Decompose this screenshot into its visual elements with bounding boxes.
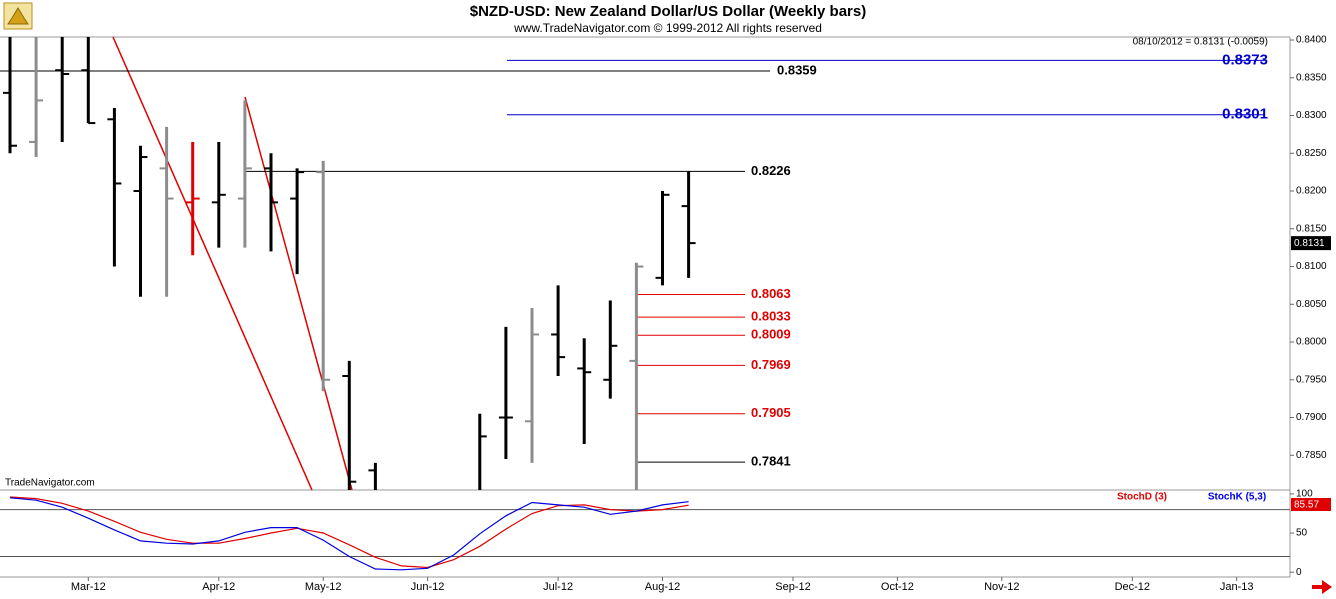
y-tick-label: 0.8200 [1296,186,1327,197]
price-readout: 08/10/2012 = 0.8131 (-0.0059) [1133,37,1268,48]
annotations: 0.8400 0.8350 0.8300 0.8250 0.8200 0.8150 0.81… [71,35,1331,593]
y-tick-label: 0.8050 [1296,299,1327,310]
y-tick-label: 0 [1296,567,1302,578]
level-label: 0.8226 [751,163,791,178]
level-label: 0.7969 [751,357,791,372]
stoch-line [9,496,689,569]
readout-label: 85.57 [1294,500,1319,511]
last-price-box [1291,236,1331,251]
watermark: TradeNavigator.com [5,478,95,489]
level-label: 0.8063 [751,286,791,301]
x-tick-label: Apr-12 [202,581,235,593]
level-label: 0.8033 [751,309,791,324]
chart-title: $NZD-USD: New Zealand Dollar/US Dollar (… [470,3,866,20]
x-tick-label: Aug-12 [645,581,680,593]
trend-line [244,96,353,490]
y-tick-label: 0.7950 [1296,374,1327,385]
level-label: 0.7905 [751,405,791,420]
y-tick-label: 100 [1296,489,1313,500]
level-label: 0.7841 [751,454,791,469]
y-tick-label: 0.8300 [1296,110,1327,121]
x-tick-label: Jun-12 [411,581,445,593]
price-panel [0,37,1265,490]
legend-entry: StochD (3) [1117,492,1167,503]
trend-line [112,37,313,490]
level-label: 0.8359 [777,62,817,77]
y-tick-label: 50 [1296,528,1308,539]
x-tick-label: Nov-12 [984,581,1019,593]
y-tick-label: 0.8000 [1296,337,1327,348]
level-label: 0.8373 [1222,51,1268,68]
legend-entry: StochK (5,3) [1208,492,1266,503]
x-tick-label: Jul-12 [543,581,573,593]
y-tick-label: 0.8100 [1296,261,1327,272]
x-tick-label: Jan-13 [1220,581,1254,593]
y-tick-label: 0.8400 [1296,35,1327,46]
x-tick-label: Sep-12 [775,581,810,593]
y-tick-label: 0.8150 [1296,223,1327,234]
logo [3,2,33,30]
level-label: 0.8301 [1222,106,1268,123]
x-tick-label: Mar-12 [71,581,106,593]
y-tick-label: 0.8350 [1296,72,1327,83]
subtitle: www.TradeNavigator.com © 1999-2012 All r… [513,21,822,35]
y-tick-label: 0.8250 [1296,148,1327,159]
y-tick-label: 0.7900 [1296,412,1327,423]
y-tick-label: 0.7850 [1296,450,1327,461]
x-tick-label: May-12 [305,581,342,593]
last-price-label: 0.8131 [1294,238,1325,249]
stoch-line [9,497,689,571]
readout-box [1291,498,1331,511]
x-tick-label: Dec-12 [1115,581,1150,593]
level-label: 0.8009 [751,327,791,342]
x-tick-label: Oct-12 [881,581,914,593]
stoch-panel [0,496,1290,571]
scroll-arrow[interactable] [1312,580,1332,594]
